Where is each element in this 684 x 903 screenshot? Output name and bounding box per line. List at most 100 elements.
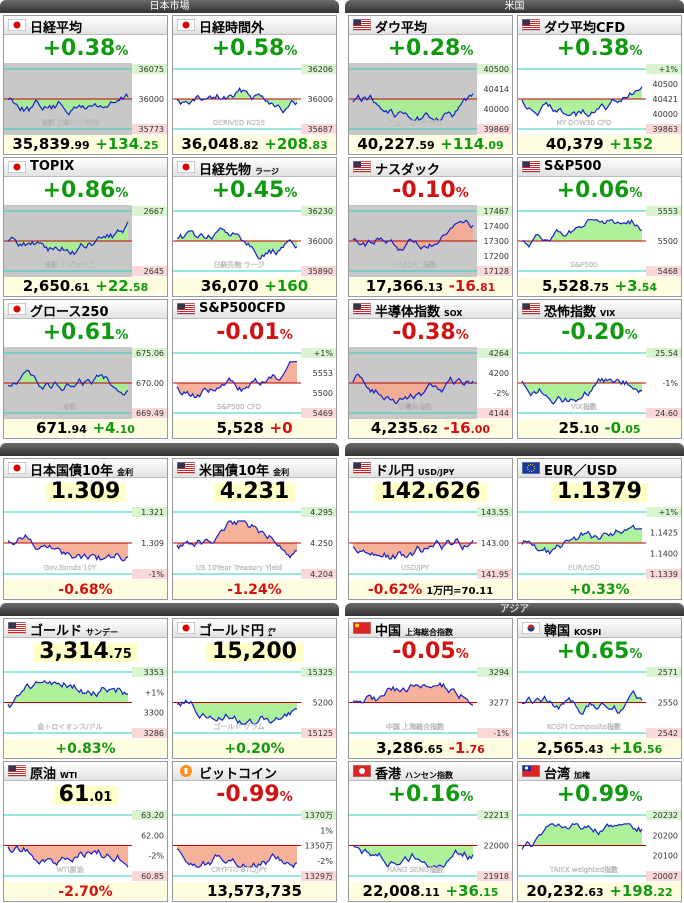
sparkline-chart: NASDAQ指数 17467 17400 17300 17200 17128 xyxy=(349,205,512,277)
tile-header: EUR／USD xyxy=(518,459,681,479)
tile-name: 米国債10年 xyxy=(199,464,270,479)
diff-part: +134 xyxy=(95,135,140,153)
tile-header: 台湾 加権 xyxy=(518,762,681,782)
flag-part xyxy=(359,768,365,774)
watermark: 東証 トピックス xyxy=(44,260,95,269)
headline-part: 15,200 xyxy=(212,639,297,664)
label-bg xyxy=(132,810,167,820)
sparkline xyxy=(521,218,642,249)
headline-part: 61 xyxy=(58,782,90,807)
headline-part: % xyxy=(115,186,129,201)
flag-part xyxy=(13,163,21,171)
label-bg xyxy=(646,266,681,276)
flag-part xyxy=(353,470,371,471)
label-bg xyxy=(301,728,336,738)
sparkline xyxy=(176,520,298,559)
price-part: 40,379 xyxy=(545,135,604,153)
diff-part: .81 xyxy=(475,281,496,294)
label-bg xyxy=(132,569,167,579)
label-bg xyxy=(301,871,336,881)
tile-name-box: 米国債10年 金利 xyxy=(199,460,289,479)
market-tile: ドル円 USD/JPY 142.626 USD/JPY 143.55 143.00 141.… xyxy=(348,458,513,600)
tile-footer: 22,008.11 +36.15 xyxy=(349,882,512,900)
flag-part xyxy=(522,171,540,172)
headline-part: -0.20 xyxy=(561,320,625,345)
chart-label: 35890 xyxy=(308,267,333,276)
price-part: .94 xyxy=(67,423,87,436)
tile-name: 日経平均 xyxy=(30,21,83,36)
chart-label: 17128 xyxy=(484,267,509,276)
flag-part xyxy=(522,27,540,28)
tile-name-box: 日経平均 xyxy=(30,17,82,36)
flag-part xyxy=(353,27,371,28)
tile-subname: VIX xyxy=(600,309,616,318)
headline-part: +0.06 xyxy=(556,178,630,203)
sparkline-chart: Gov.Bonds 10Y 1.321 1.309 -1% xyxy=(4,507,167,579)
flag-part xyxy=(8,773,26,774)
headline-part: % xyxy=(629,790,643,805)
flag-part xyxy=(522,169,540,170)
watermark: S&P500 CFD xyxy=(217,403,261,411)
headline-part: +0.16 xyxy=(387,782,461,807)
price-part: .43 xyxy=(584,743,604,756)
flag-part xyxy=(182,624,190,632)
market-tile: 香港 ハンセン指数 +0.16% HANG SENG指数 22213 22000 21918… xyxy=(348,761,513,902)
diff-part: .58 xyxy=(128,281,149,294)
flag-part xyxy=(522,305,540,306)
tile-subname: SOX xyxy=(444,309,463,318)
flag-icon xyxy=(522,765,540,777)
price-part: 35,839 xyxy=(12,135,71,153)
tile-subname: 金利 xyxy=(117,468,134,477)
diff-part: .00 xyxy=(470,423,491,436)
flag-icon xyxy=(180,765,192,777)
chart-label: 40000 xyxy=(653,110,678,119)
chart-label: 35773 xyxy=(139,125,164,134)
flag-icon xyxy=(353,303,371,315)
flag-icon xyxy=(353,622,371,634)
tile-name-box: 香港 ハンセン指数 xyxy=(375,763,453,782)
market-tile: 半導体指数 SOX -0.38% 半導体指数 4264 4200 -2% 4144 4,235.… xyxy=(348,299,513,439)
market-tile: 米国債10年 金利 4.231 US 10Year Treasury Yield 4.2… xyxy=(172,458,337,600)
chart-label: -1% xyxy=(493,729,509,738)
section-header: 日本市場 xyxy=(0,0,339,13)
sparkline-chart: US 10Year Treasury Yield 4.295 4.250 4.204 xyxy=(173,507,336,579)
sparkline xyxy=(521,377,643,405)
tile-name-box: S&P500CFD xyxy=(199,301,286,316)
sparkline-chart: CRYPTO BTC/JPY 1370万 1% 1350万 -2% 1329万 xyxy=(173,810,336,881)
flag-part xyxy=(182,21,190,29)
price-part: 17,366 xyxy=(365,277,424,295)
diff-part: -1 xyxy=(448,739,466,757)
headline-part: +0.99 xyxy=(556,782,630,807)
flag-part xyxy=(353,468,371,469)
sparkline xyxy=(7,679,129,709)
flag-part xyxy=(522,19,530,25)
tile-header: ゴールド円㌘ xyxy=(173,619,336,639)
label-bg xyxy=(301,810,336,820)
sparkline-chart: EUR/USD +1% 1.1425 1.1400 1.1339 xyxy=(518,507,681,579)
chart-label: 1.309 xyxy=(141,539,164,548)
flag-icon xyxy=(522,19,540,31)
sparkline-chart: S&P500 5553 5500 5468 xyxy=(518,206,681,276)
market-tile: 原油 WTI 61.01 WTI原油 63.20 62.00 -2% 60.85 -2.70% xyxy=(3,761,168,902)
headline-part: % xyxy=(629,44,643,59)
section-header xyxy=(345,443,684,456)
chart-label: 5469 xyxy=(313,409,333,418)
tile-header: グロース250 xyxy=(4,300,167,320)
tile-subname: 上海総合指数 xyxy=(405,628,454,637)
diff-part: .09 xyxy=(484,139,504,152)
sparkline-chart: KOSPI Composite指数 2571 2550 2542 xyxy=(518,667,681,738)
tile-name-box: ゴールド サンデー xyxy=(30,620,118,639)
tile-name: 台湾 xyxy=(544,767,571,782)
tile-name: 韓国 xyxy=(544,624,571,639)
tile-footer: +0.83% xyxy=(4,739,167,757)
tile-footer: +0.20% xyxy=(173,739,336,757)
chart-label: 3286 xyxy=(144,729,164,738)
headline-part: -0.10 xyxy=(392,178,456,203)
flag-part xyxy=(177,311,195,312)
headline: +0.61% xyxy=(4,319,167,346)
chart-label: 1% xyxy=(320,826,333,835)
watermark: Gov.Bonds 10Y xyxy=(44,564,97,572)
flag-part xyxy=(353,25,371,26)
label-bg xyxy=(477,206,512,216)
sparkline-area xyxy=(177,521,297,558)
